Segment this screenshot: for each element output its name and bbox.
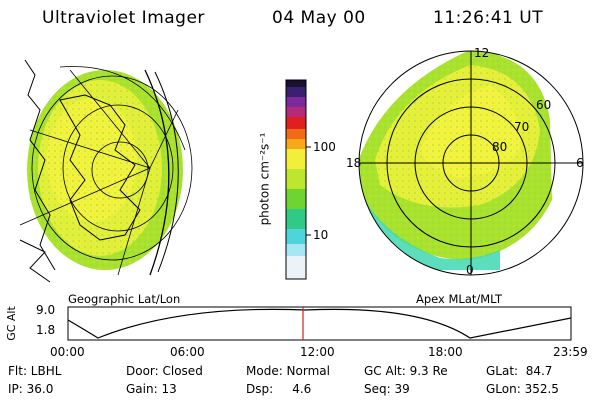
date-label: 04 May 00 [272, 8, 366, 28]
glon-readout: GLon: 352.5 [486, 382, 559, 396]
polar-panel-label: Apex MLat/MLT [416, 292, 503, 306]
mlt-label-6: 6 [576, 156, 584, 170]
orbit-altitude-plot [67, 306, 572, 341]
mlt-label-18: 18 [346, 156, 362, 170]
mlt-label-12: 12 [474, 46, 490, 60]
mlat-label-80: 80 [492, 140, 508, 154]
mlt-label-0: 0 [466, 263, 474, 277]
ip-readout: IP: 36.0 [8, 382, 54, 396]
time-label: 11:26:41 UT [433, 8, 544, 28]
time-tick-1800: 18:00 [428, 345, 463, 359]
time-tick-1200: 12:00 [300, 345, 335, 359]
dsp-readout: Dsp: 4.6 [246, 382, 312, 396]
mode-readout: Mode: Normal [246, 364, 330, 378]
colorbar-tick-10: 10 [313, 228, 329, 242]
geographic-panel-label: Geographic Lat/Lon [68, 292, 181, 306]
color-bar [285, 79, 311, 280]
gain-readout: Gain: 13 [126, 382, 177, 396]
time-tick-0000: 00:00 [50, 345, 85, 359]
orbit-y-label: GC Alt [4, 306, 18, 341]
colorbar-tick-100: 100 [313, 140, 336, 154]
door-readout: Door: Closed [126, 364, 203, 378]
filter-readout: Flt: LBHL [8, 364, 62, 378]
glat-readout: GLat: 84.7 [486, 364, 553, 378]
app-title: Ultraviolet Imager [42, 8, 205, 28]
colorbar-unit-label: photon cm⁻²s⁻¹ [257, 132, 272, 226]
polar-map [358, 50, 584, 276]
orbit-y-tick-bottom: 1.8 [36, 323, 56, 337]
time-tick-0600: 06:00 [170, 345, 205, 359]
mlat-label-70: 70 [514, 120, 530, 134]
gc-alt-readout: GC Alt: 9.3 Re [364, 364, 448, 378]
geographic-map [19, 59, 193, 283]
time-tick-2359: 23:59 [553, 345, 588, 359]
orbit-y-tick-top: 9.0 [36, 303, 56, 317]
seq-readout: Seq: 39 [364, 382, 410, 396]
mlat-label-60: 60 [536, 98, 552, 112]
